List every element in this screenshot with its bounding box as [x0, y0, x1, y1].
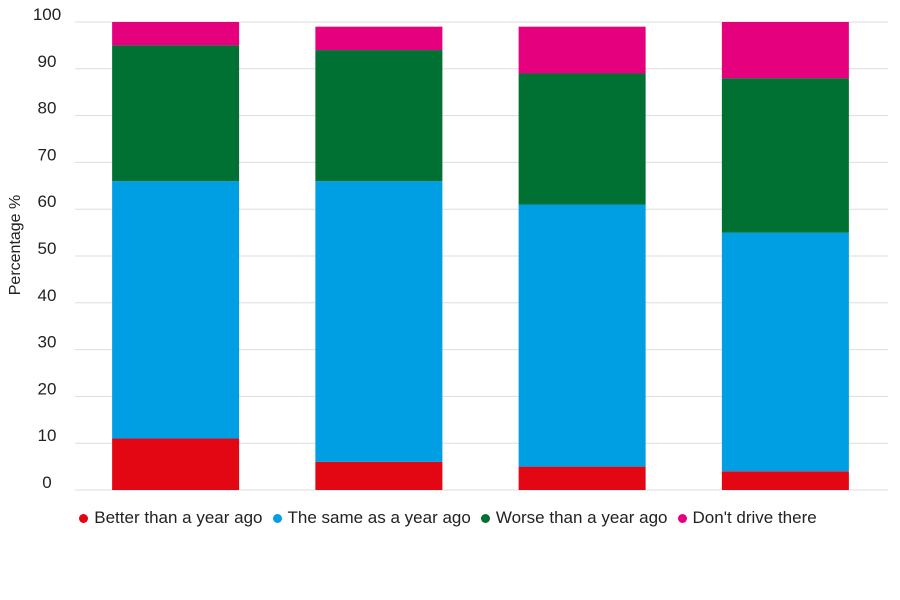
legend-label: The same as a year ago: [287, 508, 471, 527]
bar-segment: [721, 78, 849, 233]
y-axis-ticks: 0 10 20 30 40 50 60 70 80 90 100: [33, 5, 61, 492]
legend-item: Worse than a year ago: [480, 508, 668, 528]
bar-segment: [518, 204, 646, 467]
y-tick-label: 60: [38, 192, 57, 211]
bars: [112, 22, 849, 490]
bar-segment: [112, 45, 240, 182]
y-tick-label: 50: [38, 239, 57, 258]
legend-label: Worse than a year ago: [495, 508, 668, 527]
legend-label: Better than a year ago: [94, 508, 263, 527]
legend-dot-icon: [79, 513, 89, 523]
bar-segment: [721, 22, 849, 79]
bar-segment: [518, 73, 646, 205]
y-tick-label: 70: [38, 145, 57, 164]
legend-dot-icon: [272, 513, 282, 523]
y-tick-label: 30: [38, 333, 57, 352]
y-tick-label: 80: [38, 99, 57, 118]
bar-segment: [315, 181, 443, 462]
bar-segment: [721, 471, 849, 490]
legend-item: The same as a year ago: [272, 508, 471, 528]
y-tick-label: 0: [42, 473, 51, 492]
bar-segment: [315, 50, 443, 182]
legend-dot-icon: [677, 513, 687, 523]
legend: Better than a year ago The same as a year…: [0, 505, 900, 531]
y-tick-label: 100: [33, 5, 61, 24]
y-tick-label: 90: [38, 52, 57, 71]
bar-segment: [112, 22, 240, 46]
legend-item: Better than a year ago: [79, 508, 263, 528]
bar-segment: [315, 461, 443, 490]
bar-segment: [518, 26, 646, 74]
y-tick-label: 20: [38, 379, 57, 398]
bar-segment: [518, 466, 646, 490]
y-tick-label: 10: [38, 426, 57, 445]
legend-label: Don't drive there: [692, 508, 817, 527]
bar-segment: [721, 232, 849, 472]
bar-segment: [112, 438, 240, 490]
legend-item: Don't drive there: [677, 508, 817, 528]
bar-segment: [315, 26, 443, 51]
y-axis-title: Percentage %: [7, 195, 24, 296]
y-tick-label: 40: [38, 286, 57, 305]
legend-dot-icon: [480, 513, 490, 523]
bar-segment: [112, 181, 240, 439]
